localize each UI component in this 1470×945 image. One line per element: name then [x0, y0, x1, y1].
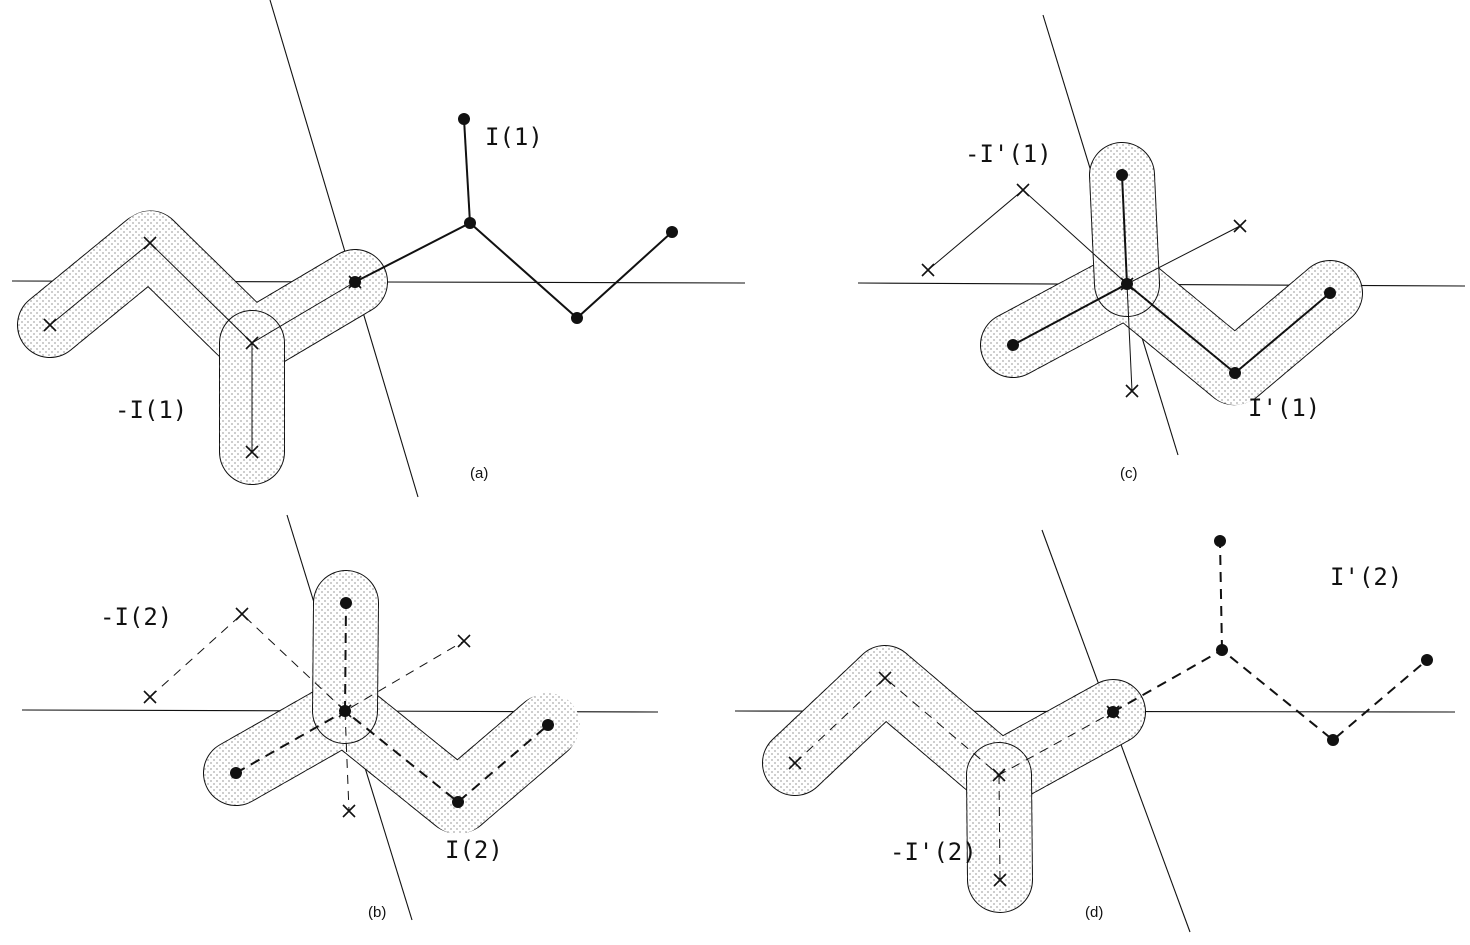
molecule-I2-prime [1112, 540, 1428, 742]
label-minus-I1: -I(1) [115, 396, 187, 424]
shaded-envelope [980, 142, 1363, 406]
caption-a: (a) [470, 465, 488, 482]
molecule-I2 [235, 602, 549, 804]
molecule-minus-I2-prime [794, 677, 1114, 881]
caption-c: (c) [1120, 465, 1138, 482]
caption-b: (b) [368, 904, 386, 921]
dot-markers [1107, 535, 1433, 746]
label-minus-I2: -I(2) [100, 603, 172, 631]
label-I1: I(1) [485, 123, 543, 151]
shaded-envelope [203, 570, 581, 835]
shaded-envelope [17, 210, 388, 485]
label-I1-prime: I'(1) [1248, 394, 1320, 422]
diagonal-axis [269, 0, 419, 498]
panel-d: I'(2) -I'(2) (d) [734, 529, 1456, 933]
molecule-minus-I1 [49, 242, 356, 452]
molecule-I1 [354, 118, 673, 320]
panel-a: I(1) -I(1) (a) [11, 0, 746, 498]
label-minus-I1-prime: -I'(1) [965, 140, 1052, 168]
dot-markers [349, 113, 678, 324]
label-I2: I(2) [445, 836, 503, 864]
label-minus-I2-prime: -I'(2) [890, 838, 977, 866]
caption-d: (d) [1085, 904, 1103, 921]
molecule-I1-prime [1012, 174, 1331, 375]
panel-b: -I(2) I(2) (b) [21, 514, 659, 921]
panel-c: -I'(1) I'(1) (c) [857, 14, 1466, 482]
label-I2-prime: I'(2) [1330, 563, 1402, 591]
dot-markers [230, 597, 554, 808]
molecule-minus-I1-prime [927, 189, 1241, 392]
dot-markers [1007, 169, 1336, 379]
molecule-minus-I2 [149, 613, 465, 812]
